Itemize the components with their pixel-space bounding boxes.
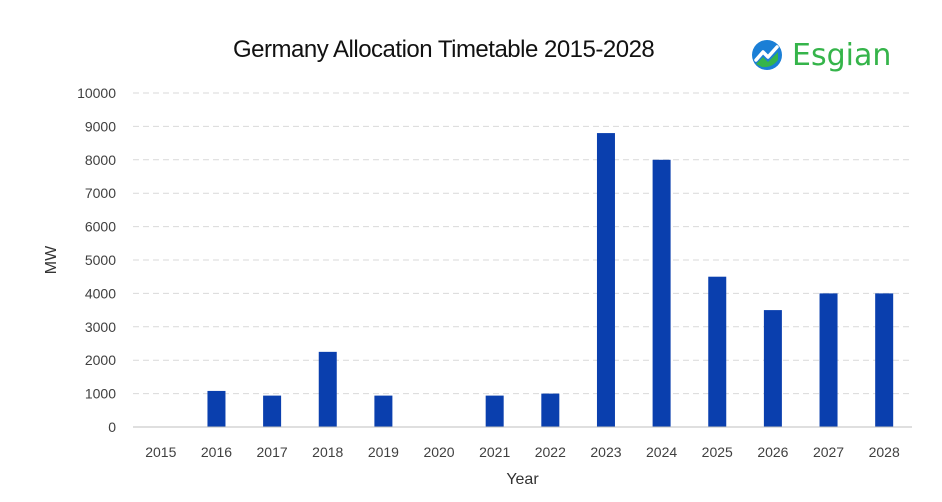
x-tick-label: 2024 bbox=[646, 444, 677, 460]
y-tick-label: 7000 bbox=[85, 185, 116, 201]
y-axis-ticks: 0 1000 2000 3000 4000 5000 6000 7000 8000 9000 100… bbox=[77, 85, 116, 435]
bar-2025 bbox=[708, 276, 727, 427]
gridlines bbox=[133, 92, 912, 395]
x-tick-label: 2020 bbox=[423, 444, 454, 460]
x-axis-ticks: 2015 2016 2017 2018 2019 2020 2021 2022 2023 2024… bbox=[145, 444, 900, 460]
esgian-logo-icon bbox=[752, 40, 782, 70]
y-tick-label: 0 bbox=[108, 419, 116, 435]
x-tick-label: 2015 bbox=[145, 444, 176, 460]
bar-2026 bbox=[763, 310, 782, 427]
y-axis-label: MW bbox=[43, 245, 60, 274]
x-tick-label: 2028 bbox=[869, 444, 900, 460]
x-tick-label: 2027 bbox=[813, 444, 844, 460]
y-tick-label: 3000 bbox=[85, 319, 116, 335]
x-tick-label: 2018 bbox=[312, 444, 343, 460]
chart-title: Germany Allocation Timetable 2015-2028 bbox=[233, 36, 655, 63]
y-tick-label: 5000 bbox=[85, 252, 116, 268]
y-tick-label: 1000 bbox=[85, 386, 116, 402]
bar-2016 bbox=[207, 390, 226, 427]
x-tick-label: 2021 bbox=[479, 444, 510, 460]
x-tick-label: 2022 bbox=[535, 444, 566, 460]
bar-2024 bbox=[652, 159, 671, 428]
bar-2017 bbox=[263, 395, 282, 427]
y-tick-label: 10000 bbox=[77, 85, 116, 101]
x-tick-label: 2023 bbox=[590, 444, 621, 460]
x-tick-label: 2026 bbox=[757, 444, 788, 460]
y-tick-label: 4000 bbox=[85, 285, 116, 301]
bars bbox=[207, 133, 894, 428]
x-axis-label: Year bbox=[506, 471, 539, 488]
y-tick-label: 6000 bbox=[85, 219, 116, 235]
y-tick-label: 2000 bbox=[85, 352, 116, 368]
bar-2027 bbox=[819, 293, 838, 427]
bar-2018 bbox=[318, 351, 337, 427]
x-tick-label: 2017 bbox=[257, 444, 288, 460]
bar-2021 bbox=[485, 395, 504, 427]
bar-2023 bbox=[596, 133, 615, 427]
y-tick-label: 9000 bbox=[85, 118, 116, 134]
x-tick-label: 2025 bbox=[702, 444, 733, 460]
y-tick-label: 8000 bbox=[85, 152, 116, 168]
brand-logo: Esgian bbox=[750, 36, 910, 76]
x-tick-label: 2019 bbox=[368, 444, 399, 460]
x-tick-label: 2016 bbox=[201, 444, 232, 460]
brand-name: Esgian bbox=[792, 38, 892, 73]
bar-2019 bbox=[374, 395, 393, 427]
bar-2028 bbox=[875, 293, 894, 427]
bar-2022 bbox=[541, 393, 560, 427]
